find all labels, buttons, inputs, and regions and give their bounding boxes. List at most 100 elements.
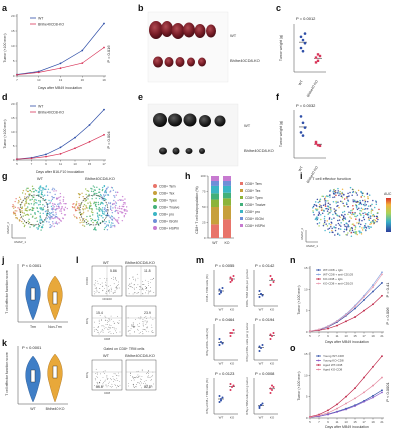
cell-point (363, 208, 366, 210)
cell-point (363, 226, 366, 228)
flow-event (102, 290, 103, 292)
cell-point (90, 217, 92, 220)
flow-event (97, 377, 98, 379)
cell-point (113, 203, 116, 205)
cell-point (318, 212, 321, 215)
flow-event (106, 378, 108, 380)
cell-point (101, 196, 104, 198)
flow-event (151, 327, 153, 328)
flow-event (94, 331, 95, 332)
panel-c-xcat-ko: Bhlhe40 KO (306, 79, 319, 98)
flow-event (149, 385, 151, 387)
data-point (381, 389, 383, 392)
cell-point (366, 214, 369, 216)
flow-event (102, 289, 104, 291)
cell-point (338, 206, 340, 209)
flow-event (135, 280, 136, 282)
cell-point (125, 209, 127, 211)
cell-point (312, 210, 314, 212)
flow-event (101, 325, 103, 327)
cell-point (125, 206, 128, 208)
bar-segment (211, 176, 219, 181)
cell-point (53, 190, 55, 192)
flow-event (98, 319, 100, 321)
cell-point (362, 208, 364, 211)
cell-point (124, 203, 126, 205)
bar-segment (211, 193, 219, 200)
flow-event (112, 321, 114, 323)
cell-point (369, 215, 372, 217)
flow-event (135, 386, 137, 387)
flow-event (152, 371, 154, 373)
cell-point (324, 198, 326, 200)
cell-point (371, 203, 373, 206)
flow-event (95, 368, 97, 370)
cell-point (349, 186, 352, 189)
cell-point (330, 225, 332, 228)
data-dot (272, 386, 275, 388)
cell-point (52, 217, 55, 220)
flow-event (95, 280, 97, 281)
flow-event (108, 318, 110, 319)
legend-swatch (240, 224, 243, 227)
cell-point (339, 193, 341, 195)
cell-point (102, 203, 104, 205)
cell-point (347, 205, 349, 208)
cell-point (40, 189, 42, 192)
flow-event (98, 322, 100, 324)
flow-event (113, 332, 114, 334)
cell-point (37, 204, 40, 206)
cell-point (42, 187, 45, 189)
flow-event (145, 384, 147, 386)
cell-point (37, 228, 39, 231)
flow-event (143, 381, 145, 383)
cell-point (350, 210, 352, 212)
panel-label-g: g (2, 171, 8, 181)
cell-point (55, 208, 57, 211)
cell-point (331, 227, 333, 230)
flow-event (102, 285, 104, 287)
flow-event (142, 288, 143, 290)
flow-event (145, 380, 147, 381)
cell-point (117, 222, 120, 225)
cell-point (26, 187, 28, 190)
cell-point (105, 214, 107, 217)
data-point (363, 376, 365, 379)
data-dot (272, 281, 275, 283)
cell-point (95, 197, 97, 200)
data-point (381, 376, 383, 379)
cell-point (98, 188, 100, 190)
cell-point (107, 214, 110, 217)
cell-point (314, 218, 317, 221)
cell-point (324, 202, 327, 204)
panel-i-title: T cell effector function (312, 176, 351, 181)
flow-event (142, 281, 144, 283)
flow-r2-ylabel: IFNγ (85, 317, 89, 324)
data-dot (229, 332, 232, 334)
cell-point (117, 199, 119, 202)
cell-point (319, 203, 321, 206)
cell-point (342, 215, 345, 218)
flow-event (146, 327, 148, 329)
tumor (199, 148, 205, 154)
cell-point (24, 209, 27, 211)
series-line (16, 23, 105, 75)
cell-point (370, 208, 373, 210)
data-point (327, 327, 329, 330)
legend-marker (317, 355, 320, 357)
data-dot (299, 115, 303, 118)
flow-event (115, 385, 116, 386)
cell-point (85, 198, 87, 200)
panel-o-lines (309, 355, 383, 419)
panel-g-umap1-label: UMAP_1 (14, 240, 26, 244)
flow-event (151, 379, 152, 380)
flow-event (113, 283, 115, 285)
panel-k-ylabel: T cell effector function score (5, 352, 9, 396)
cell-point (337, 201, 339, 203)
cell-point (316, 198, 319, 201)
flow-event (99, 284, 101, 285)
bar-segment (211, 185, 219, 194)
flow-r3-xlabel: CD8 (104, 391, 110, 395)
